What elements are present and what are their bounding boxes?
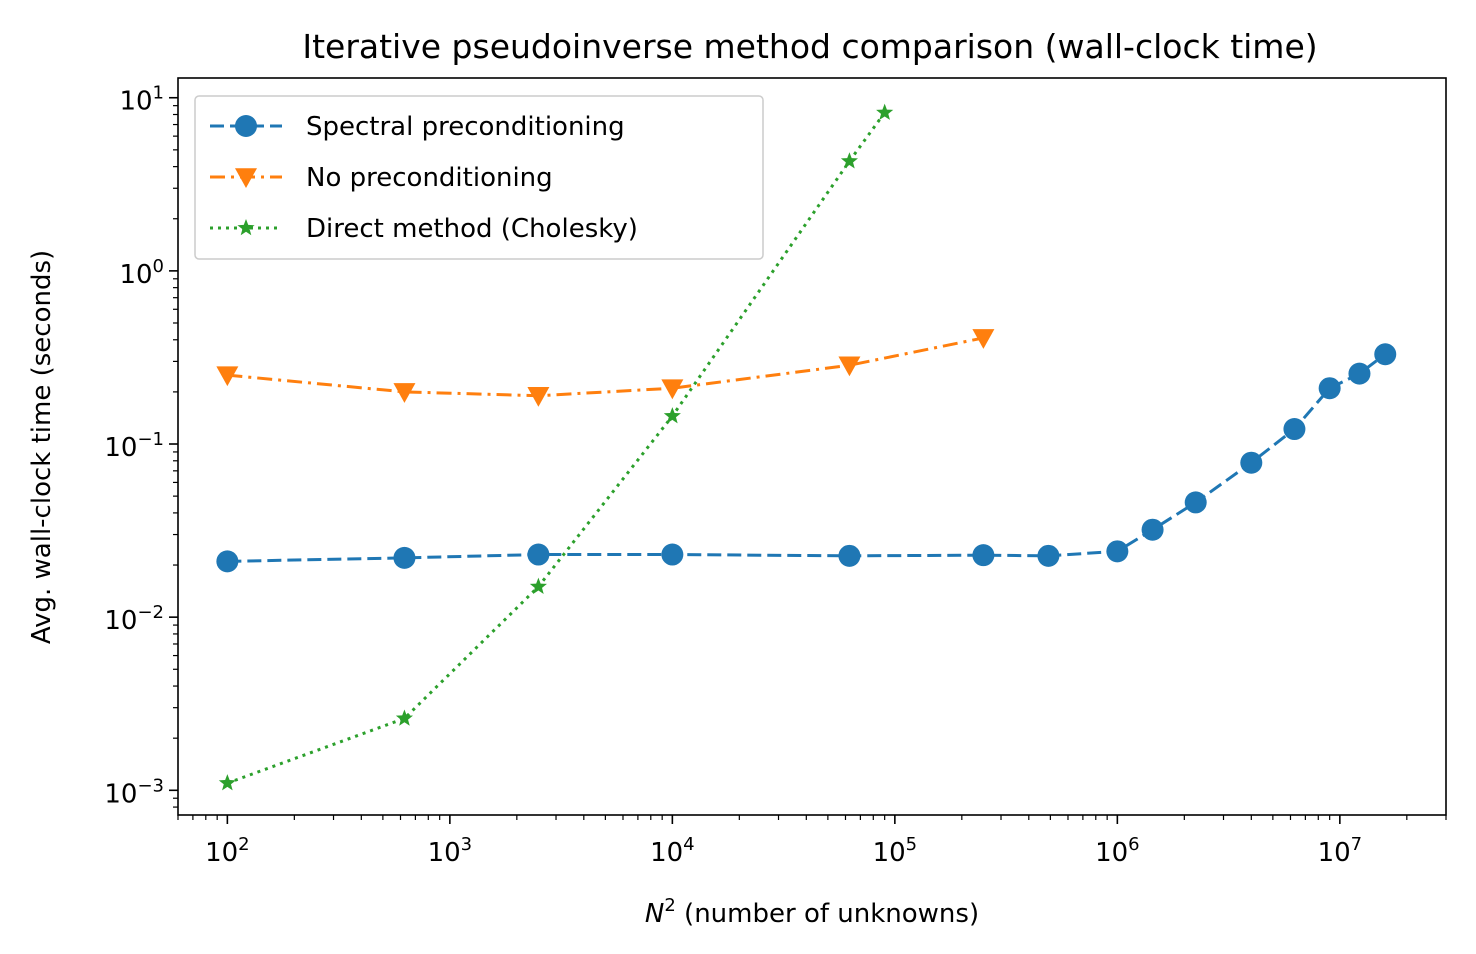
series-1 <box>216 329 995 407</box>
data-point <box>218 774 236 791</box>
legend-label: Direct method (Cholesky) <box>306 214 638 244</box>
data-point <box>395 709 413 726</box>
y-tick-label: 10−3 <box>104 775 164 809</box>
data-point <box>840 152 858 169</box>
x-tick-label: 104 <box>650 834 695 868</box>
data-point <box>663 407 681 424</box>
data-point <box>838 356 861 377</box>
x-axis-label-sup: 2 <box>664 895 675 916</box>
data-point <box>216 366 239 387</box>
series-2 <box>218 103 894 791</box>
x-tick-label: 103 <box>428 834 473 868</box>
data-point <box>1141 518 1164 541</box>
data-point <box>972 544 995 567</box>
data-point <box>1348 362 1371 385</box>
data-point <box>1374 343 1397 366</box>
legend-frame <box>194 95 764 260</box>
legend-item: Spectral preconditioning <box>210 112 625 142</box>
data-point <box>972 329 995 349</box>
x-axis-label-var: N <box>645 899 664 929</box>
data-point <box>661 379 684 400</box>
data-point <box>1283 418 1306 441</box>
data-point <box>1240 451 1263 474</box>
data-point <box>216 550 239 573</box>
x-tick-label: 102 <box>205 834 250 868</box>
axes-frame <box>177 77 1447 816</box>
data-point <box>1106 540 1129 563</box>
data-point <box>527 386 550 407</box>
y-tick-label: 101 <box>119 83 164 117</box>
y-tick-label: 10−2 <box>104 602 164 636</box>
legend-item: No preconditioning <box>210 163 553 193</box>
x-axis-label-rest: (number of unknowns) <box>676 899 979 929</box>
legend: Spectral preconditioning No preconditioni… <box>194 95 764 260</box>
data-point <box>1037 544 1060 567</box>
chart-title: Iterative pseudoinverse method compariso… <box>302 27 1317 66</box>
data-point <box>661 543 684 566</box>
y-tick-label: 10−1 <box>104 429 164 463</box>
y-axis-label: Avg. wall-clock time (seconds) <box>27 250 57 644</box>
series-line <box>226 111 886 785</box>
legend-label: Spectral preconditioning <box>306 112 625 142</box>
x-tick-label: 107 <box>1318 834 1363 868</box>
data-point <box>838 544 861 567</box>
data-point <box>876 103 894 120</box>
data-point <box>1318 377 1341 400</box>
legend-marker <box>235 168 257 188</box>
y-tick-label: 100 <box>119 256 164 290</box>
x-tick-label: 105 <box>873 834 918 868</box>
plot-area <box>216 103 1397 791</box>
data-point <box>1184 491 1207 514</box>
legend-marker <box>237 219 255 236</box>
series-0 <box>216 343 1397 573</box>
data-point <box>393 546 416 569</box>
axes-ticks: 102 103 104 105 106 107 10−3 10−2 10−1 100 101 <box>104 83 1447 868</box>
legend-label: No preconditioning <box>306 163 553 193</box>
legend-item: Direct method (Cholesky) <box>210 214 638 244</box>
x-tick-label: 106 <box>1095 834 1140 868</box>
data-point <box>529 577 547 594</box>
data-point <box>393 383 416 403</box>
data-point <box>527 543 550 566</box>
legend-marker <box>235 115 257 137</box>
x-axis-label: N2 (number of unknowns) <box>645 895 979 929</box>
